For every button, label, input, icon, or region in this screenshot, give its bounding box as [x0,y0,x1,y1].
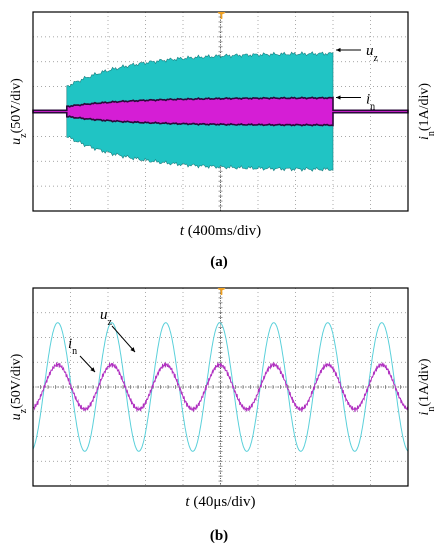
oscilloscope-grid-b [32,287,409,487]
annotation-arrowhead-in [336,95,341,100]
x-axis-label: t (40μs/div) [185,494,255,510]
trigger-arrow-icon [217,12,226,15]
annotation-label-in: in [366,92,375,113]
y-axis-label-left: uz(50V/div) [9,353,29,420]
annotation-label-uz: uz [100,307,113,328]
annotation-arrowhead-uz [336,47,341,53]
series-in-trace [32,361,409,413]
y-axis-label-left: uz(50V/div) [9,78,29,145]
panel-caption-b: (b) [210,528,228,544]
chart-panel-b: T in uz uz(50V/div) in(1A/div) t (40μs/d… [9,287,437,544]
chart-panel-a: T uz in uz(50V/div) in(1A/div) t (400ms/… [9,11,437,270]
y-axis-label-right: in(1A/div) [417,358,437,415]
traces-a [32,51,409,172]
trigger-icon: T [218,288,225,298]
annotation-arrowhead-in [90,367,95,372]
annotation-label-uz: uz [366,43,379,64]
traces-b [32,322,409,452]
trigger-marker-a: T [217,12,226,22]
annotation-arrowhead-uz [130,347,135,352]
x-axis-label: t (400ms/div) [180,223,261,239]
annotation-arrow-uz [111,325,136,353]
trigger-arrow-icon [217,288,226,291]
trigger-marker-b: T [217,288,226,298]
y-axis-label-right: in(1A/div) [417,83,437,140]
trigger-icon: T [218,12,225,22]
panel-caption-a: (a) [210,254,228,270]
annotation-label-in: in [68,336,77,357]
series-uz-trace [32,322,409,452]
